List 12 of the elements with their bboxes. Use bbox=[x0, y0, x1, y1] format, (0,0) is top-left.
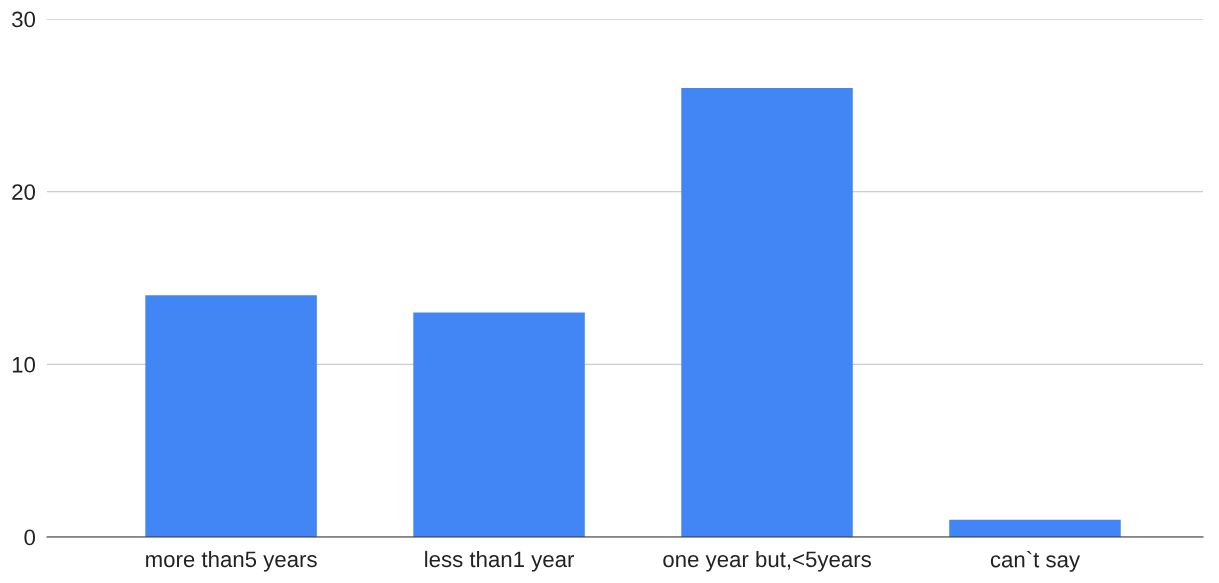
bar bbox=[145, 295, 317, 537]
x-tick-label: less than1 year bbox=[425, 550, 575, 572]
bar bbox=[949, 519, 1121, 537]
y-tick-label: 20 bbox=[12, 184, 36, 200]
bar bbox=[681, 88, 853, 537]
x-tick-label: one year but,<5years bbox=[663, 550, 871, 572]
y-tick-label: 30 bbox=[12, 11, 36, 28]
x-tick-label: can`t say bbox=[990, 550, 1081, 572]
y-tick-label: 10 bbox=[12, 356, 36, 373]
bar bbox=[413, 312, 585, 537]
x-tick-label: more than5 years bbox=[146, 550, 317, 572]
y-tick-label: 0 bbox=[24, 529, 36, 546]
